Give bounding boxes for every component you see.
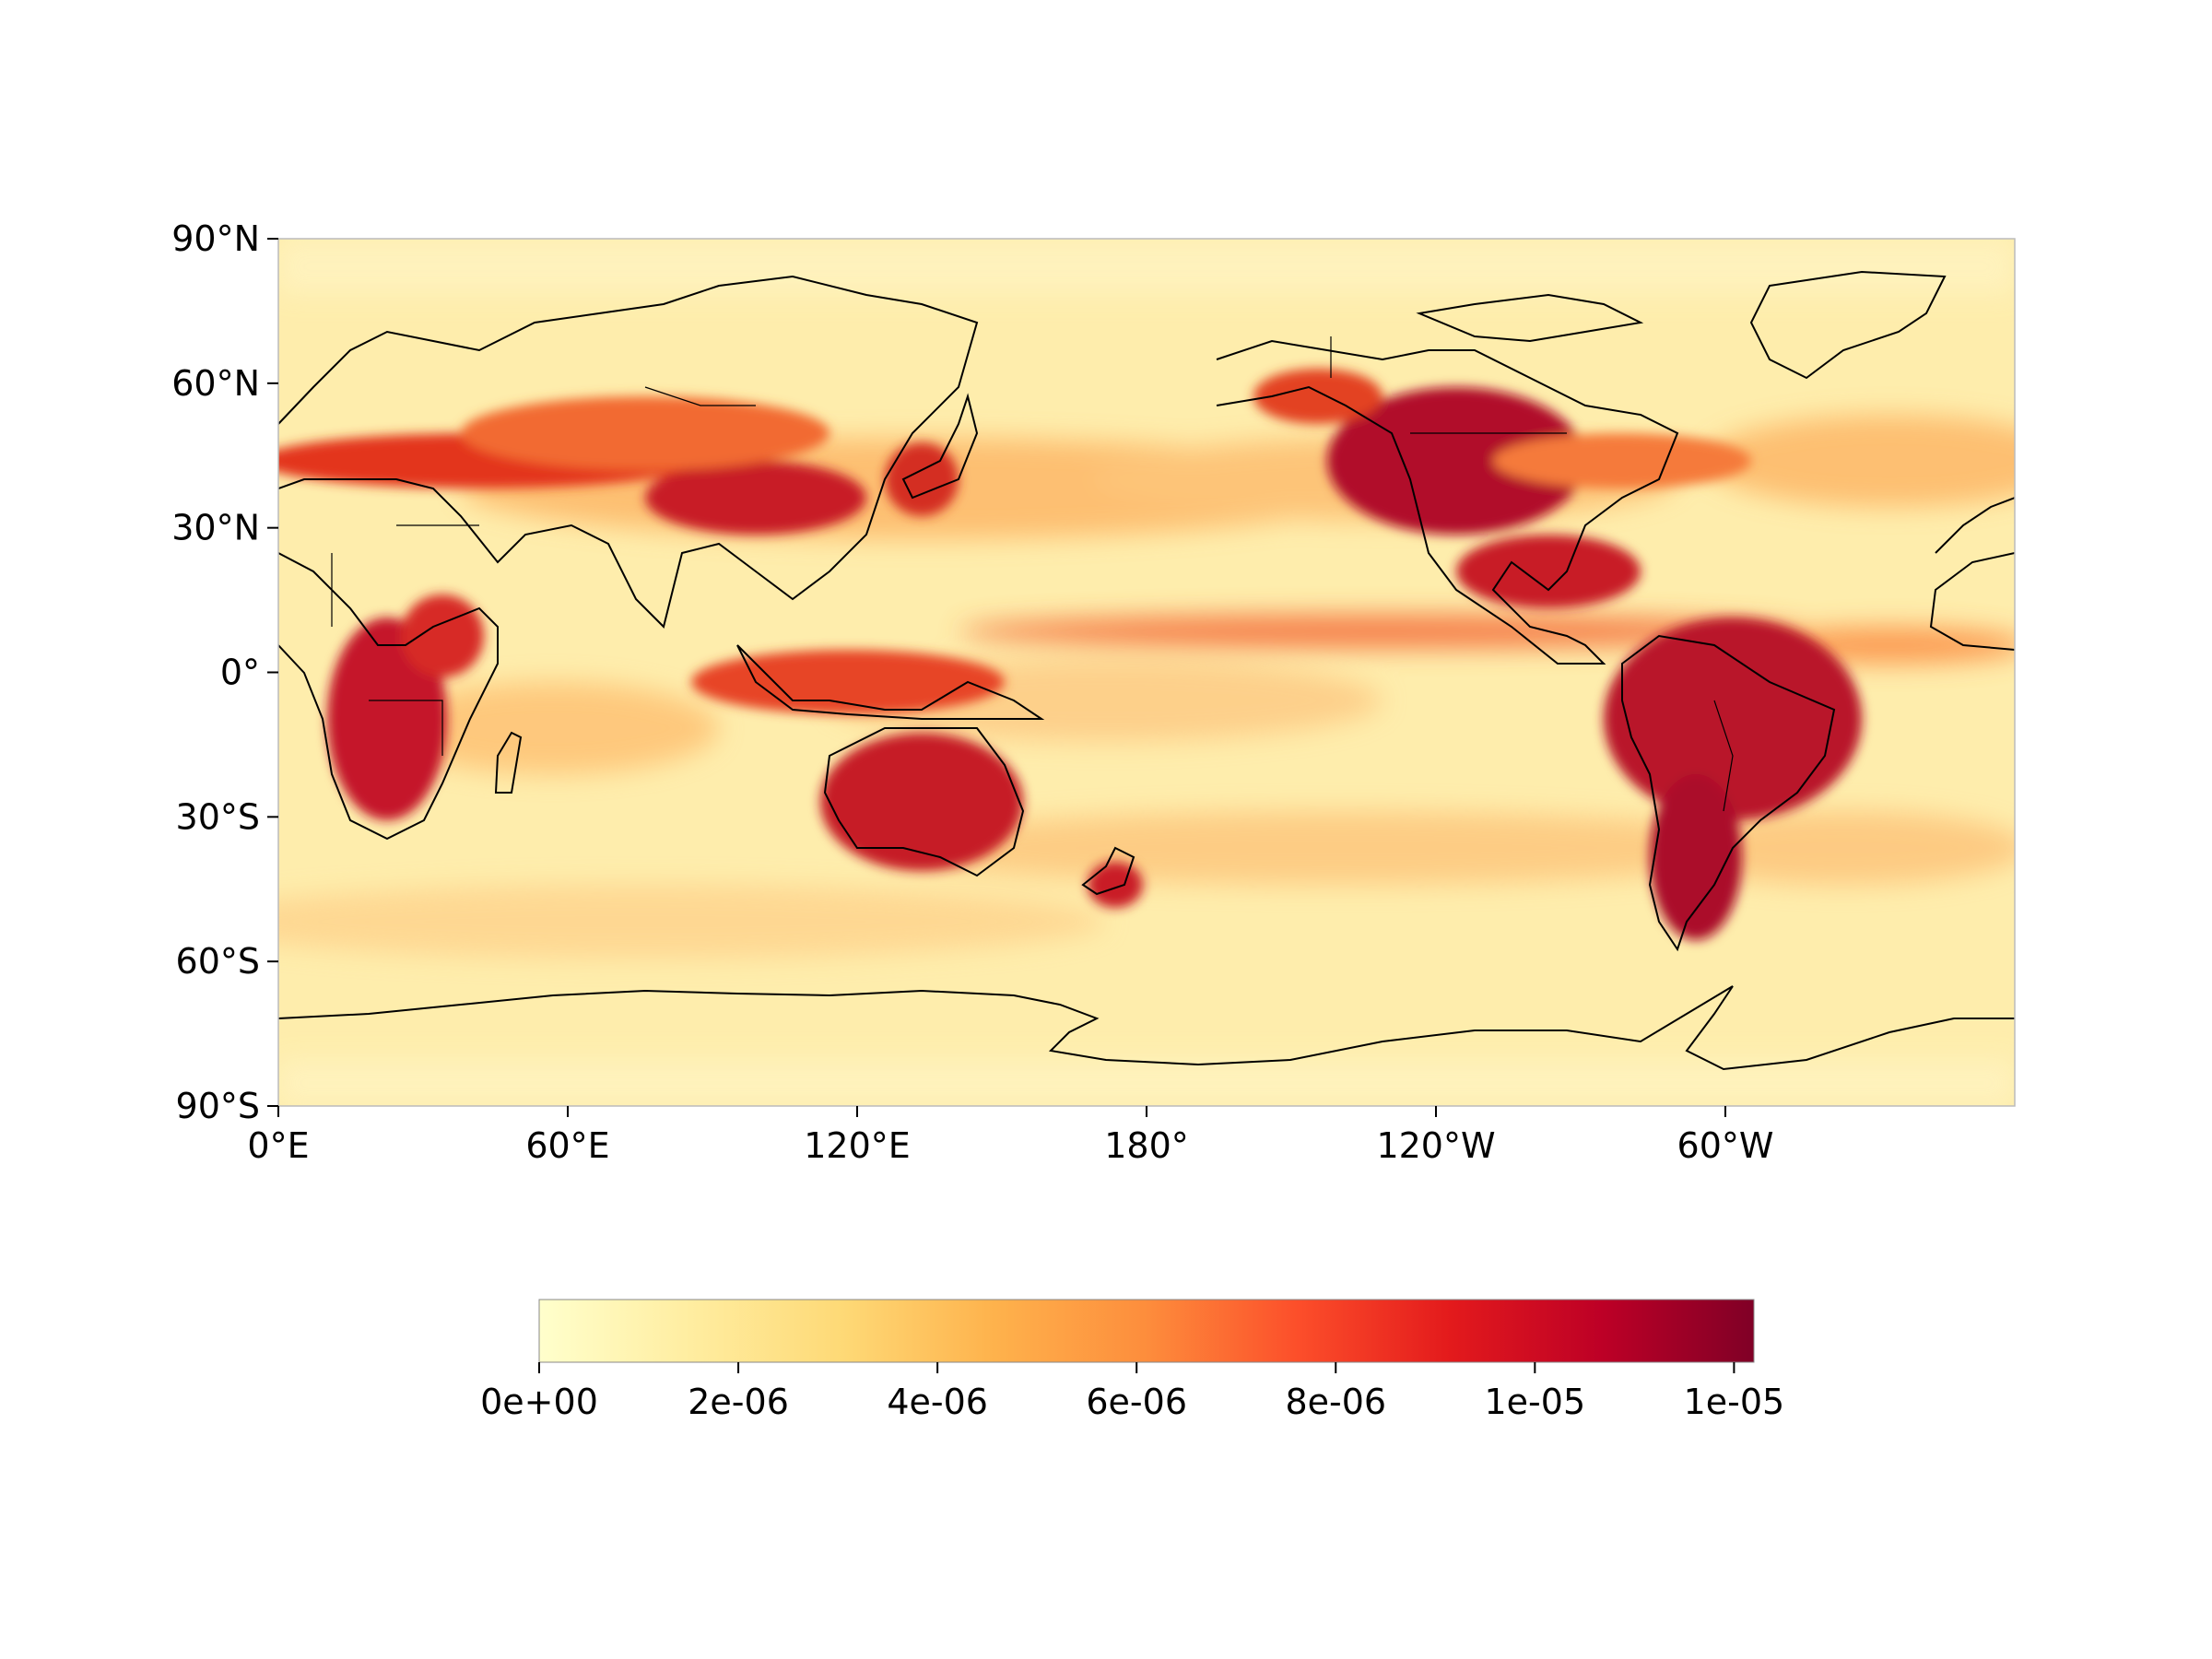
map-panel	[277, 238, 2016, 1107]
antarctica-outline	[278, 985, 2015, 1071]
colorbar-tick-label: 6e-06	[1086, 1382, 1187, 1422]
colorbar-tick-label: 0e+00	[480, 1382, 598, 1422]
lon-tick-label: 120°W	[1376, 1125, 1495, 1166]
longitude-axis: 0°E 60°E 120°E 180° 120°W 60°W	[247, 1106, 1773, 1166]
lon-tick-label: 180°	[1104, 1125, 1189, 1166]
colorbar-tick-label: 8e-06	[1285, 1382, 1386, 1422]
eurasia-outline	[278, 275, 979, 629]
lon-tick-label: 60°E	[525, 1125, 609, 1166]
north-america-outline	[1216, 339, 1679, 665]
colorbar: 0e+00 2e-06 4e-06 6e-06 8e-06 1e-05 1e-05	[480, 1299, 1784, 1422]
new-zealand-outline	[1081, 846, 1135, 896]
lat-tick-label: 60°N	[171, 363, 260, 404]
coastlines	[278, 270, 2015, 1071]
colorbar-ticks: 0e+00 2e-06 4e-06 6e-06 8e-06 1e-05 1e-05	[480, 1362, 1784, 1422]
greenland-outline	[1749, 270, 1947, 380]
land-intensity-field	[278, 369, 1862, 940]
lat-tick-label: 30°N	[171, 508, 260, 548]
indonesia-outline	[736, 644, 1045, 720]
lat-tick-label: 90°N	[171, 218, 260, 259]
lon-tick-label: 120°E	[804, 1125, 911, 1166]
latitude-axis: 90°N 60°N 30°N 0° 30°S 60°S 90°S	[171, 218, 278, 1126]
lon-tick-label: 0°E	[247, 1125, 309, 1166]
lat-tick-label: 0°	[220, 653, 260, 693]
colorbar-tick-label: 1e-05	[1684, 1382, 1785, 1422]
lat-tick-label: 30°S	[176, 796, 260, 837]
lon-tick-label: 60°W	[1677, 1125, 1774, 1166]
colorbar-tick-label: 1e-05	[1485, 1382, 1586, 1422]
lat-tick-label: 90°S	[176, 1086, 260, 1126]
colorbar-tick-label: 4e-06	[887, 1382, 988, 1422]
iberia-europe-outline	[1935, 497, 2015, 554]
africa-outline	[278, 552, 499, 841]
country-borders	[331, 336, 1734, 812]
japan-outline	[901, 393, 979, 500]
colorbar-gradient	[538, 1299, 1755, 1363]
colorbar-tick-label: 2e-06	[688, 1382, 789, 1422]
arctic-islands-outline	[1416, 293, 1644, 343]
west-africa-outline	[1929, 552, 2015, 651]
madagascar-outline	[494, 731, 523, 794]
australia-outline	[823, 727, 1025, 877]
lat-tick-label: 60°S	[176, 941, 260, 982]
south-america-outline	[1621, 634, 1836, 952]
